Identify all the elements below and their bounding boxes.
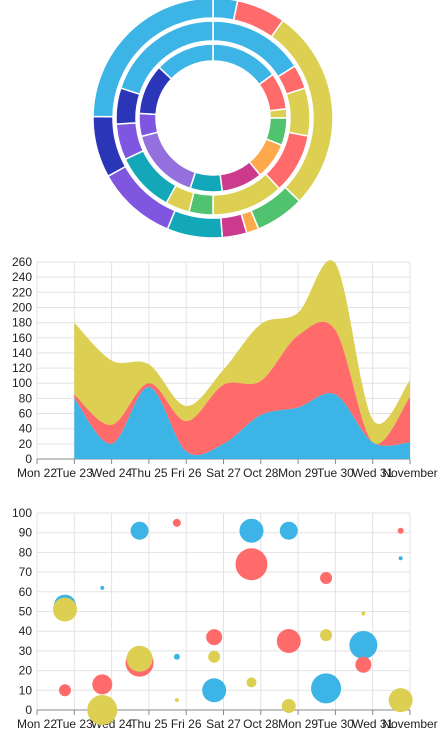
bubble-x-tick-label: Tue 30 [317,717,354,731]
area-y-tick-label: 240 [12,270,32,284]
bubble-series3-point-1 [52,597,77,622]
bubble-series1-point-3 [130,521,149,540]
bubble-y-tick-label: 80 [19,545,33,559]
bubble-y-tick-label: 100 [12,506,32,520]
area-x-tick-label: November [382,466,437,480]
area-y-tick-label: 160 [12,331,32,345]
area-x-tick-label: Sat 27 [206,466,241,480]
bubble-series3-point-5 [208,650,221,663]
bubble-series2-point-7 [276,629,301,654]
sunburst-ring1-segment-11 [157,43,214,81]
bubble-series1-point-6 [239,518,264,543]
bubble-y-tick-label: 90 [19,526,33,540]
bubble-series3-point-7 [281,699,296,714]
bubble-y-tick-label: 20 [19,664,33,678]
bubble-series3-point-2 [87,695,118,725]
bubble-series3-point-4 [174,698,179,703]
area-y-tick-label: 40 [19,422,33,436]
bubble-series2-point-2 [92,674,113,695]
sunburst-ring1-segment-9 [138,112,159,138]
bubble-x-tick-label: Tue 23 [56,717,93,731]
sunburst-chart [92,0,334,239]
area-x-tick-label: Wed 31 [352,466,393,480]
bubble-x-tick-label: Oct 28 [243,717,279,731]
bubble-y-tick-label: 0 [25,703,32,717]
sunburst-ring2-segment-11 [119,20,214,96]
bubble-y-tick-label: 10 [19,683,33,697]
area-y-tick-label: 220 [12,285,32,299]
bubble-series3-point-10 [388,688,413,713]
area-y-tick-label: 180 [12,316,32,330]
area-x-tick-label: Wed 24 [91,466,132,480]
bubble-series2-point-1 [58,684,71,697]
area-y-tick-label: 80 [19,391,33,405]
area-y-tick-label: 20 [19,437,33,451]
bubble-series2-point-10 [397,527,404,534]
area-x-tick-label: Fri 26 [171,466,202,480]
area-y-tick-label: 100 [12,376,32,390]
area-x-tick-label: Tue 30 [317,466,354,480]
area-x-tick-label: Mon 22 [17,466,57,480]
bubble-x-tick-label: November [382,717,437,731]
bubble-series3-point-8 [320,629,333,642]
bubble-y-tick-label: 50 [19,605,33,619]
bubble-series1-point-7 [279,521,298,540]
bubble-series1-point-10 [398,556,403,561]
bubble-y-tick-label: 40 [19,624,33,638]
bubble-series2-point-8 [320,572,333,585]
area-y-tick-label: 60 [19,407,33,421]
area-series-3 [74,260,411,444]
area-x-tick-label: Oct 28 [243,466,279,480]
area-y-tick-label: 0 [25,452,32,466]
area-y-tick-label: 200 [12,300,32,314]
bubble-series2-point-5 [206,629,223,646]
area-series-1 [74,386,411,459]
sunburst-ring3-segment-6 [219,213,248,239]
bubble-series1-point-5 [202,678,227,703]
bubble-series3-point-6 [246,677,257,688]
bubble-series3-point-9 [361,611,366,616]
bubble-x-tick-label: Sat 27 [206,717,241,731]
bubble-x-tick-label: Mon 29 [278,717,318,731]
bubble-x-tick-label: Fri 26 [171,717,202,731]
bubble-series2-point-9 [355,656,372,673]
bubble-series2-point-4 [172,518,181,527]
bubble-x-tick-label: Thu 25 [130,717,168,731]
area-y-tick-label: 120 [12,361,32,375]
bubble-y-tick-label: 60 [19,585,33,599]
bubble-x-tick-label: Wed 31 [352,717,393,731]
area-series-2 [74,321,411,456]
bubble-y-tick-label: 30 [19,644,33,658]
sunburst-ring1-segment-3 [268,107,288,119]
sunburst-ring2-segment-3 [285,87,311,138]
bubble-series1-point-8 [311,673,342,704]
bubble-y-tick-label: 70 [19,565,33,579]
bubble-series1-point-4 [173,653,180,660]
bubble-x-tick-label: Mon 22 [17,717,57,731]
sunburst-ring3-segment-10 [92,0,214,118]
area-x-tick-label: Tue 23 [56,466,93,480]
bubble-series1-point-9 [349,630,378,659]
area-y-tick-label: 140 [12,346,32,360]
bubble-series1-point-2 [100,585,105,590]
area-x-tick-label: Thu 25 [130,466,168,480]
area-y-tick-label: 260 [12,255,32,269]
bubble-series2-point-6 [235,548,268,581]
area-x-tick-label: Mon 29 [278,466,318,480]
bubble-series3-point-3 [126,645,153,672]
